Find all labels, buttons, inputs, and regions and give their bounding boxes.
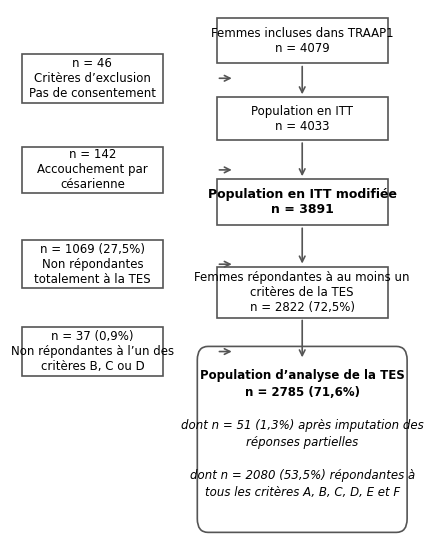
Text: dont n = 2080 (53,5%) répondantes à: dont n = 2080 (53,5%) répondantes à — [190, 469, 415, 482]
Text: Population en ITT modifiée
n = 3891: Population en ITT modifiée n = 3891 — [208, 188, 396, 216]
Text: réponses partielles: réponses partielles — [246, 436, 358, 449]
Text: dont n = 51 (1,3%) après imputation des: dont n = 51 (1,3%) après imputation des — [181, 419, 424, 432]
Text: n = 142
Accouchement par
césarienne: n = 142 Accouchement par césarienne — [37, 148, 148, 191]
FancyBboxPatch shape — [217, 179, 388, 225]
Text: tous les critères A, B, C, D, E et F: tous les critères A, B, C, D, E et F — [205, 486, 400, 499]
Text: Femmes répondantes à au moins un
critères de la TES
n = 2822 (72,5%): Femmes répondantes à au moins un critère… — [194, 271, 410, 314]
Text: n = 1069 (27,5%)
Non répondantes
totalement à la TES: n = 1069 (27,5%) Non répondantes totalem… — [34, 243, 151, 285]
Text: Femmes incluses dans TRAAP1
n = 4079: Femmes incluses dans TRAAP1 n = 4079 — [211, 26, 393, 54]
FancyBboxPatch shape — [22, 327, 163, 376]
Text: n = 46
Critères d’exclusion
Pas de consentement: n = 46 Critères d’exclusion Pas de conse… — [29, 57, 156, 100]
Text: n = 37 (0,9%)
Non répondantes à l’un des
critères B, C ou D: n = 37 (0,9%) Non répondantes à l’un des… — [11, 330, 174, 373]
Text: Population en ITT
n = 4033: Population en ITT n = 4033 — [251, 104, 353, 133]
FancyBboxPatch shape — [22, 240, 163, 288]
FancyBboxPatch shape — [217, 18, 388, 63]
FancyBboxPatch shape — [217, 97, 388, 140]
FancyBboxPatch shape — [217, 267, 388, 318]
FancyBboxPatch shape — [22, 147, 163, 193]
Text: Population d’analyse de la TES: Population d’analyse de la TES — [200, 369, 405, 382]
Text: n = 2785 (71,6%): n = 2785 (71,6%) — [245, 386, 360, 399]
FancyBboxPatch shape — [197, 346, 407, 532]
FancyBboxPatch shape — [22, 54, 163, 102]
